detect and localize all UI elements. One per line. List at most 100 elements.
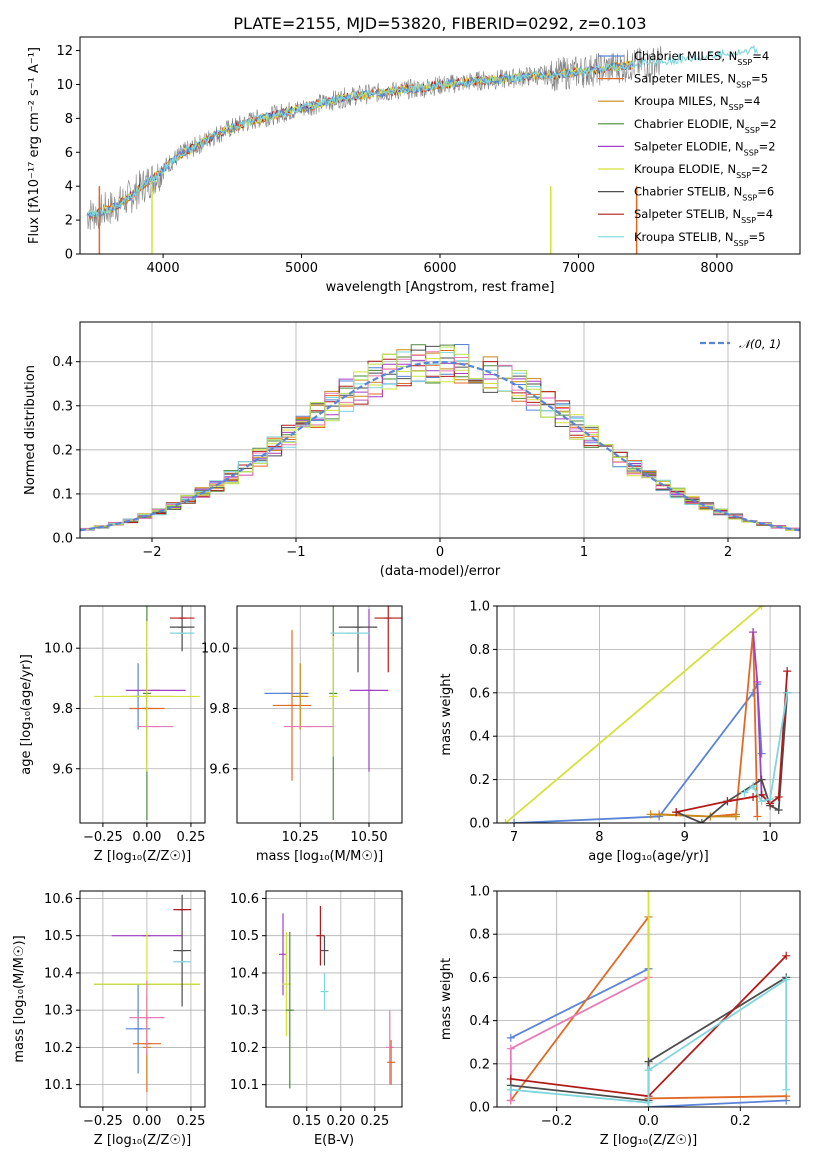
weight-point	[644, 1098, 653, 1107]
weight-point	[506, 1096, 515, 1105]
legend-label: Chabrier MILES, NSSP=4	[634, 49, 769, 67]
plot-area	[506, 891, 791, 1107]
weight-point	[501, 819, 510, 823]
model-spectrum	[87, 44, 759, 218]
y-axis-label: age [log₁₀(age/yr)]	[19, 654, 34, 775]
weight-point	[783, 667, 792, 676]
x-tick-label: 10.50	[350, 830, 387, 845]
x-tick-label: 7	[510, 830, 518, 845]
weight-point	[782, 975, 791, 984]
x-tick-label: 1	[580, 545, 588, 560]
x-tick-label: 4000	[147, 261, 180, 276]
weight-point	[766, 795, 775, 804]
x-tick-label: 0.20	[326, 1114, 355, 1129]
x-tick-label: 7000	[562, 261, 595, 276]
weight-point	[506, 1033, 515, 1042]
weight-point	[753, 677, 762, 686]
x-axis-label: Z [log₁₀(Z/Z☉)]	[94, 1133, 191, 1148]
x-tick-label: 2	[724, 545, 732, 560]
x-tick-label: 5000	[285, 261, 318, 276]
spectrum-legend: Chabrier MILES, NSSP=4 Salpeter MILES, NS…	[598, 49, 777, 247]
y-tick-label: 0.3	[52, 399, 73, 414]
weight-line	[659, 631, 759, 818]
weight-point	[506, 1085, 515, 1094]
legend-label: Chabrier STELIB, NSSP=6	[634, 185, 774, 203]
x-tick-label: 0.00	[132, 1114, 161, 1129]
axes-frame	[79, 890, 206, 1108]
y-tick-label: 10.3	[44, 1004, 73, 1019]
weight-point	[644, 1057, 653, 1066]
y-axis-label: Flux [fλ10⁻¹⁷ erg cm⁻² s⁻¹ A⁻¹]	[27, 47, 42, 244]
y-tick-label: 0.4	[469, 730, 490, 745]
x-axis-label: E(B-V)	[314, 1133, 354, 1148]
y-tick-label: 10.1	[44, 1078, 73, 1093]
normal-curve	[80, 360, 800, 532]
weight-point	[757, 749, 766, 758]
axes-frame	[265, 890, 403, 1108]
legend-label: Chabrier ELODIE, NSSP=2	[634, 117, 777, 135]
y-tick-label: 0.4	[469, 1014, 490, 1029]
x-tick-label: −0.25	[83, 1114, 123, 1129]
x-tick-label: 0	[436, 545, 444, 560]
weight-point	[757, 606, 766, 610]
y-tick-label: 0.2	[52, 443, 73, 458]
weight-point	[697, 819, 706, 823]
axes-frame	[236, 605, 403, 824]
plot-area	[80, 344, 800, 538]
weight-point	[731, 812, 740, 821]
weight-point	[749, 628, 758, 637]
weight-point	[644, 1066, 653, 1075]
weight-point	[757, 775, 766, 784]
x-tick-label: −1	[286, 545, 305, 560]
mass-vs-ebv-panel: 0.15 0.20 0.25 10.1 10.2 10.3 10.4 10.5 10.6 E(B-…	[230, 890, 403, 1148]
plot-area	[86, 44, 759, 254]
weight-point	[774, 792, 783, 801]
weight-point	[506, 1074, 515, 1083]
x-tick-label: 10	[762, 830, 779, 845]
y-axis-label: Normed distribution	[23, 365, 38, 495]
y-tick-label: 10.6	[44, 892, 73, 907]
weight-point	[740, 788, 749, 797]
axes-frame	[79, 605, 206, 824]
y-tick-label: 0.8	[469, 928, 490, 943]
y-tick-label: 10.2	[44, 1041, 73, 1056]
y-tick-label: 4	[65, 180, 73, 195]
y-tick-label: 0.6	[469, 686, 490, 701]
spectrum-panel: 4000 5000 6000 7000 8000 0 2 4 6 8 10 12 wavelength …	[27, 36, 801, 295]
y-tick-label: 10.4	[230, 966, 259, 981]
y-tick-label: 10.3	[230, 1004, 259, 1019]
x-axis-label: age [log₁₀(age/yr)]	[588, 849, 709, 864]
y-tick-label: 10.0	[44, 642, 73, 657]
y-tick-label: 10.0	[201, 642, 230, 657]
y-tick-label: 10.5	[230, 929, 259, 944]
y-tick-label: 12	[56, 44, 73, 59]
plot-area	[94, 606, 200, 820]
y-tick-label: 8	[65, 112, 73, 127]
x-tick-label: 0.25	[176, 830, 205, 845]
x-tick-label: 0.15	[292, 1114, 321, 1129]
legend-label: Kroupa MILES, NSSP=4	[634, 94, 760, 112]
y-tick-label: 1.0	[469, 885, 490, 900]
x-tick-label: −0.2	[541, 1114, 573, 1129]
y-tick-label: 0.2	[469, 773, 490, 788]
normal-legend-label: 𝒩(0, 1)	[739, 337, 781, 351]
y-tick-label: 0.8	[469, 643, 490, 658]
mass-vs-z-panel: −0.25 0.00 0.25 10.1 10.2 10.3 10.4 10.5 10.6 Z […	[12, 890, 206, 1148]
y-tick-label: 10.1	[230, 1078, 259, 1093]
weight-point	[672, 808, 681, 817]
plot-area	[264, 606, 402, 820]
weight-point	[506, 1044, 515, 1053]
x-tick-label: 6000	[423, 261, 456, 276]
x-tick-label: −0.25	[83, 830, 123, 845]
legend-label: Salpeter ELODIE, NSSP=2	[634, 139, 776, 157]
y-tick-label: 0.0	[52, 532, 73, 547]
weight-point	[644, 891, 653, 895]
axes-frame	[496, 605, 801, 824]
y-tick-label: 9.8	[52, 702, 73, 717]
histogram-step	[80, 346, 800, 538]
weight-point	[782, 1085, 791, 1094]
x-tick-label: 8000	[700, 261, 733, 276]
age-vs-mass-panel: 10.25 10.50 9.6 9.8 10.0 mass [log₁₀(M/M☉)]	[201, 605, 403, 864]
y-tick-label: 10.4	[44, 966, 73, 981]
x-axis-label: mass [log₁₀(M/M☉)]	[256, 849, 383, 864]
